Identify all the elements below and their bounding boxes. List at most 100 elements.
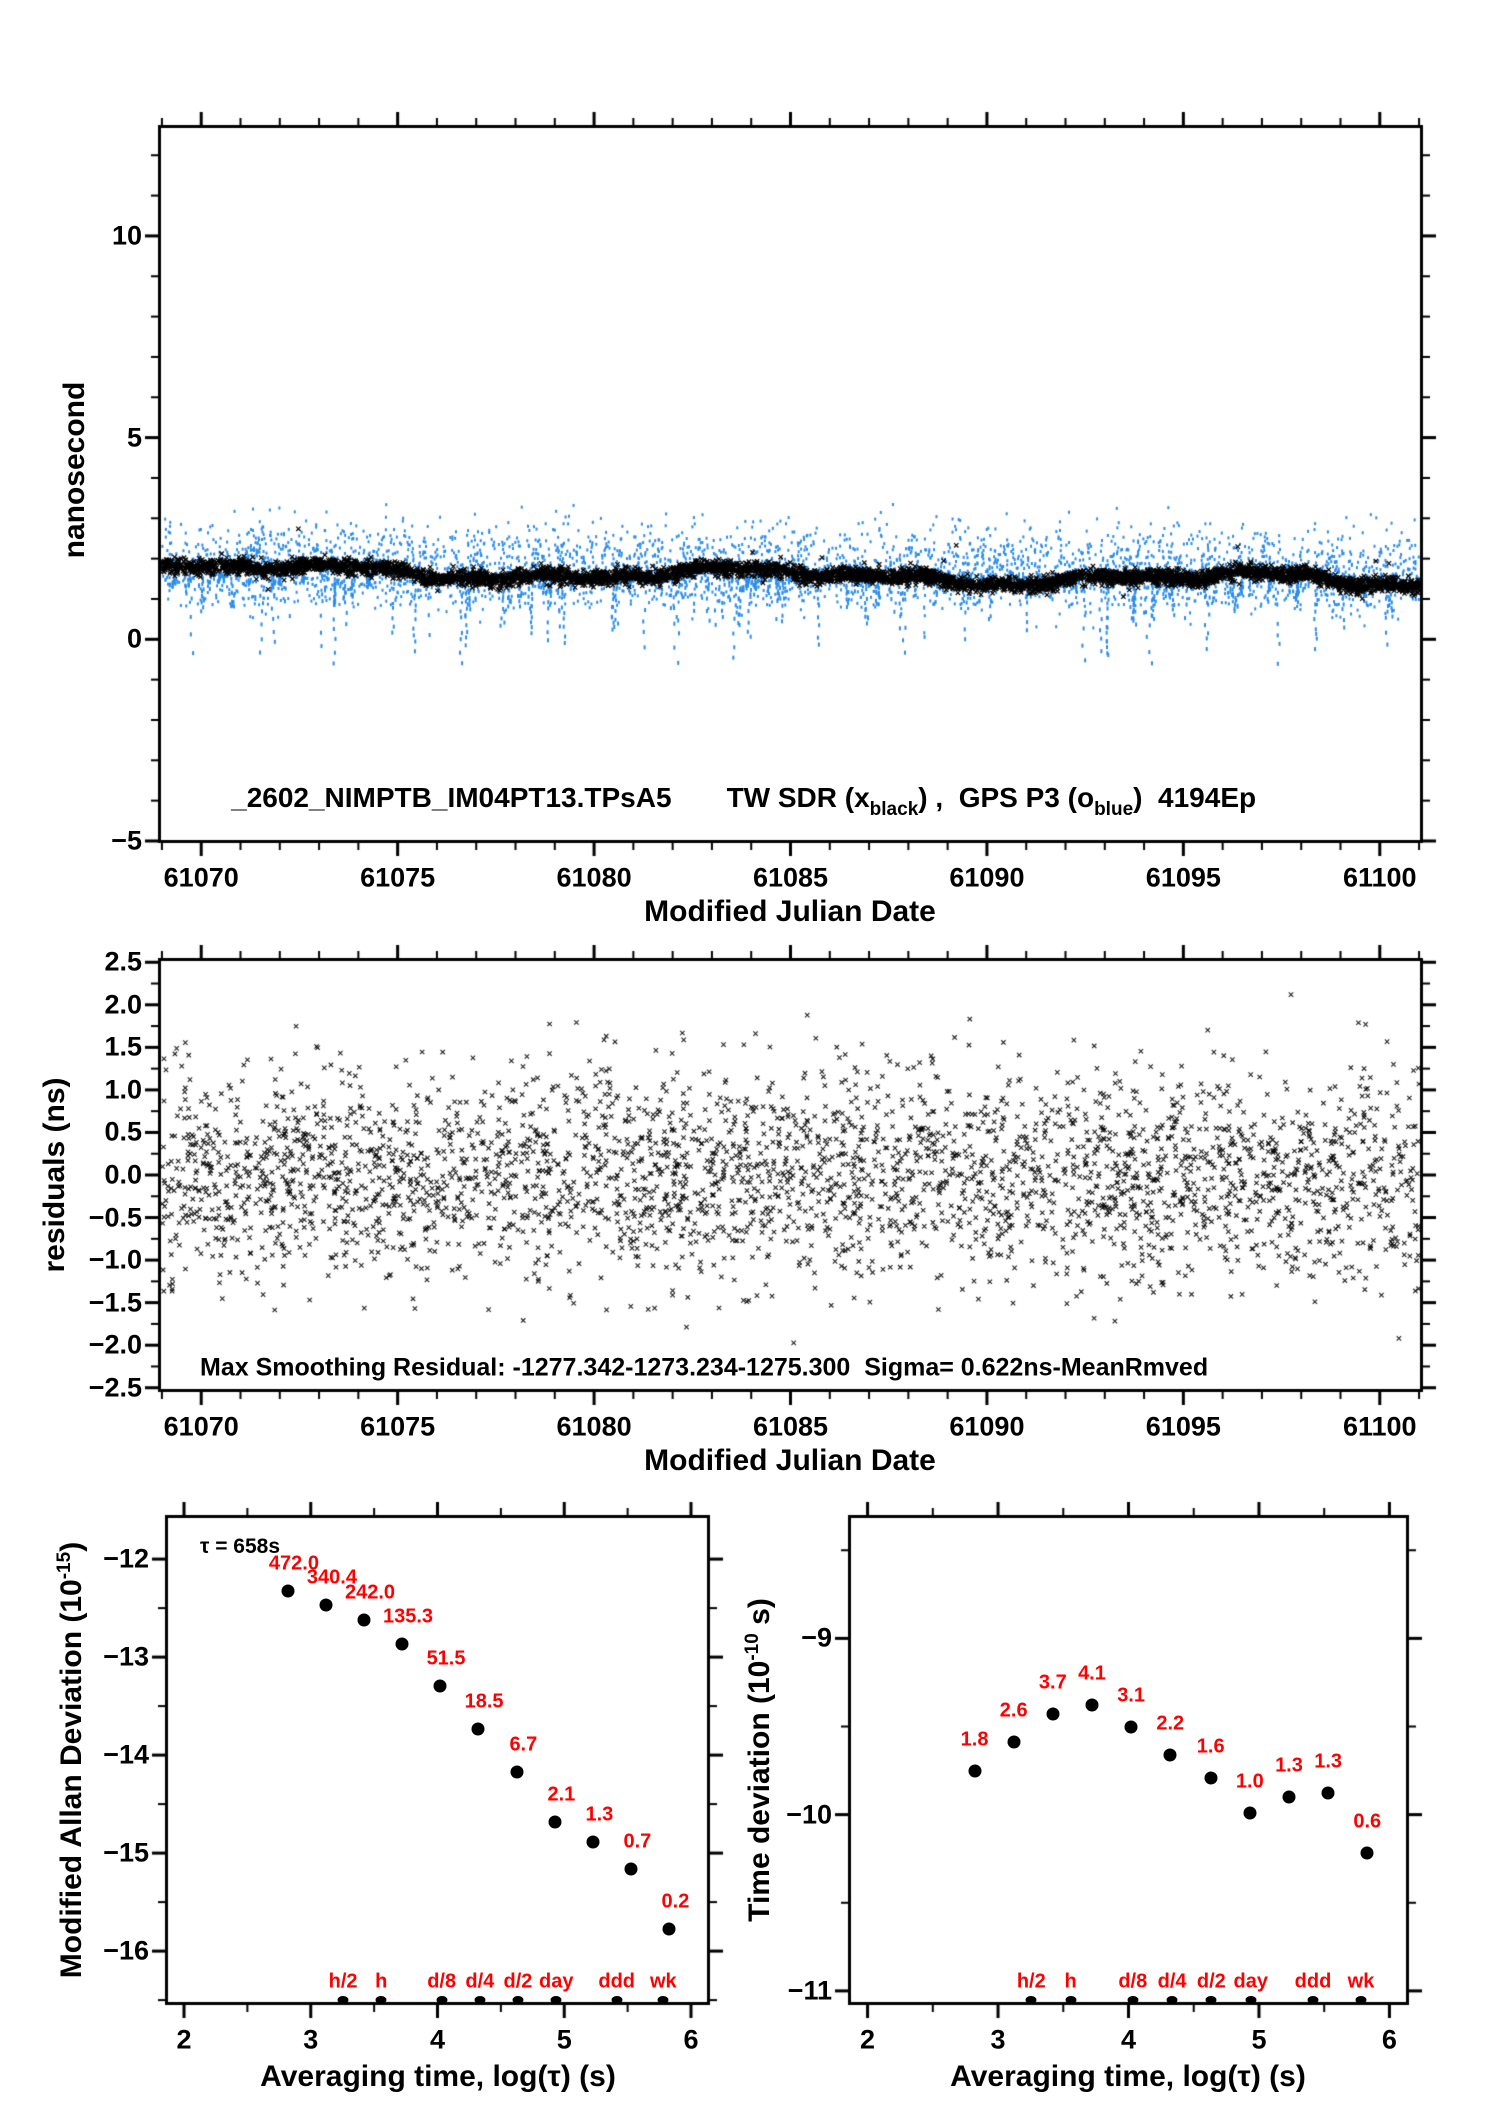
x-tick-label: 2 <box>176 2024 192 2055</box>
tdev-ylabel-close: s) <box>743 1598 776 1634</box>
x-tick-label: 61085 <box>752 862 829 893</box>
tdev-y-axis-label: Time deviation (10-10 s) <box>742 1598 777 1922</box>
point-value-label: 0.2 <box>661 1890 690 1913</box>
period-marker-label: day <box>539 1970 574 1993</box>
period-marker-dot <box>550 1996 562 2004</box>
point-value-label: 2.2 <box>1156 1712 1185 1735</box>
data-point-dot <box>1243 1806 1257 1820</box>
x-tick-label: 61070 <box>163 862 239 893</box>
panel1-title-epochs: ) 4194Ep <box>1133 782 1257 813</box>
point-value-label: 0.7 <box>623 1830 652 1853</box>
panel1-y-axis-label: nanosecond <box>58 381 91 559</box>
data-point-dot <box>662 1922 676 1936</box>
mdev-y-axis-label: Modified Allan Deviation (10-15) <box>54 1541 89 1979</box>
data-point-dot <box>624 1862 638 1876</box>
data-point-dot <box>1360 1846 1374 1860</box>
panel1-title-filename: _2602_NIMPTB_IM04PT13.TPsA5 <box>231 782 672 813</box>
y-tick-label: −2.0 <box>88 1329 142 1360</box>
data-point-dot <box>586 1835 600 1849</box>
y-tick-label: −1.5 <box>88 1287 142 1318</box>
period-marker-dot <box>1355 1996 1367 2004</box>
point-value-label: 2.1 <box>547 1783 576 1806</box>
period-marker-label: h <box>1064 1970 1077 1993</box>
point-value-label: 0.6 <box>1353 1810 1382 1833</box>
x-tick-label: 2 <box>860 2024 876 2055</box>
y-tick-label: −10 <box>786 1799 832 1830</box>
data-point-dot <box>1124 1720 1138 1733</box>
period-marker-dot <box>657 1996 669 2004</box>
tdev-ylabel-text: Time deviation (10 <box>743 1660 776 1922</box>
x-tick-label: 3 <box>990 2024 1006 2055</box>
x-tick-label: 61070 <box>163 1411 239 1442</box>
point-value-label: 1.3 <box>1275 1754 1303 1777</box>
x-tick-label: 61100 <box>1342 1411 1417 1442</box>
data-point-dot <box>1282 1790 1296 1804</box>
y-tick-label: 1.0 <box>104 1074 142 1105</box>
data-point-dot <box>1085 1698 1099 1712</box>
period-marker-dot <box>512 1996 524 2004</box>
period-marker-dot <box>1166 1996 1178 2004</box>
mdev-tau-annotation: τ = 658s <box>200 1535 281 1558</box>
x-tick-label: 61090 <box>949 1411 1025 1442</box>
period-marker-dot <box>337 1996 349 2004</box>
period-marker-label: ddd <box>598 1970 636 1993</box>
x-tick-label: 5 <box>556 2024 572 2055</box>
period-marker-dot <box>474 1996 486 2004</box>
point-value-label: 340.4 <box>306 1566 357 1589</box>
x-tick-label: 5 <box>1251 2024 1267 2055</box>
period-marker-dot <box>1025 1996 1037 2004</box>
period-marker-label: h/2 <box>328 1970 358 1993</box>
y-tick-label: 0.5 <box>104 1116 142 1147</box>
x-tick-label: 61090 <box>949 862 1025 893</box>
period-marker-dot <box>436 1996 448 2004</box>
point-value-label: 18.5 <box>464 1690 504 1713</box>
data-point-dot <box>471 1722 485 1736</box>
x-tick-label: 6 <box>1381 2024 1397 2055</box>
y-tick-label: −0.5 <box>88 1202 142 1233</box>
data-point-dot <box>433 1679 447 1693</box>
y-tick-label: −11 <box>787 1975 832 2006</box>
period-marker-label: d/8 <box>427 1970 457 1993</box>
x-tick-label: 61080 <box>556 862 632 893</box>
y-tick-label: −1.0 <box>88 1244 142 1275</box>
period-marker-label: d/2 <box>1196 1970 1226 1993</box>
point-value-label: 1.6 <box>1196 1735 1225 1758</box>
data-point-dot <box>968 1764 982 1778</box>
period-marker-label: h <box>375 1970 388 1993</box>
period-marker-label: d/4 <box>465 1970 495 1993</box>
period-marker-label: ddd <box>1294 1970 1332 1993</box>
panel1-title-sub-black: black <box>869 799 919 820</box>
panel1-title-tw-segment: TW SDR (x <box>726 782 870 813</box>
data-point-dot <box>281 1584 295 1598</box>
x-tick-label: 61075 <box>360 1411 436 1442</box>
point-value-label: 1.3 <box>1314 1750 1343 1773</box>
data-point-dot <box>510 1765 524 1779</box>
period-marker-dot <box>1245 1996 1257 2004</box>
data-point-dot <box>1321 1786 1335 1800</box>
mdev-axes-canvas <box>147 1497 728 2023</box>
period-marker-dot <box>611 1996 623 2004</box>
point-value-label: 2.6 <box>999 1699 1028 1722</box>
period-marker-label: d/4 <box>1157 1970 1187 1993</box>
tw-gps-scatter-canvas <box>140 107 1441 861</box>
y-tick-label: 2.5 <box>104 946 142 977</box>
x-tick-label: 4 <box>429 2024 446 2055</box>
y-tick-label: −2.5 <box>88 1372 142 1403</box>
data-point-dot <box>1046 1707 1060 1721</box>
tdev-axes-canvas <box>830 1497 1427 2023</box>
y-tick-label: −14 <box>103 1739 149 1770</box>
panel1-title-gps-segment: ) , GPS P3 (o <box>918 782 1095 813</box>
period-marker-dot <box>1205 1996 1217 2004</box>
period-marker-dot <box>375 1996 387 2004</box>
tdev-x-axis-label: Averaging time, log(τ) (s) <box>950 2060 1306 2093</box>
mdev-ylabel-close: ) <box>55 1541 88 1552</box>
period-marker-dot <box>1065 1996 1077 2004</box>
y-tick-label: −12 <box>103 1543 149 1574</box>
x-tick-label: 61095 <box>1145 1411 1221 1442</box>
x-tick-label: 61080 <box>556 1411 632 1442</box>
mdev-ylabel-text: Modified Allan Deviation (10 <box>55 1579 88 1979</box>
point-value-label: 3.7 <box>1038 1671 1067 1694</box>
period-marker-label: day <box>1233 1970 1268 1993</box>
point-value-label: 3.1 <box>1117 1684 1145 1706</box>
